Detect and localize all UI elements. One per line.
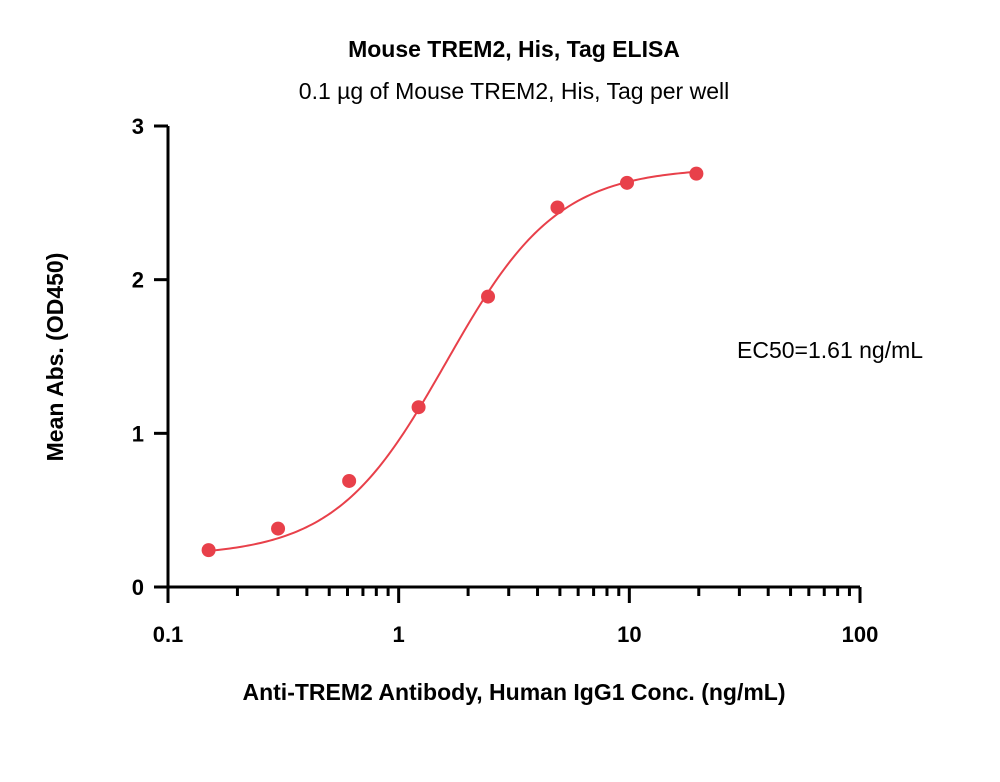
x-tick-label: 10 — [617, 622, 641, 647]
fit-curve — [208, 170, 697, 552]
y-tick-label: 1 — [132, 421, 144, 446]
data-point — [481, 289, 496, 304]
x-tick-label: 1 — [393, 622, 405, 647]
x-tick-label: 0.1 — [153, 622, 184, 647]
axes — [166, 126, 860, 589]
x-tick-label: 100 — [842, 622, 879, 647]
data-point — [620, 175, 635, 190]
tick-marks — [154, 124, 862, 603]
y-tick-label: 0 — [132, 575, 144, 600]
x-axis-label: Anti-TREM2 Antibody, Human IgG1 Conc. (n… — [242, 679, 785, 705]
data-point — [342, 473, 357, 488]
chart-subtitle: 0.1 µg of Mouse TREM2, His, Tag per well — [299, 78, 729, 104]
tick-labels: 0 1 2 3 0.1 1 10 100 — [132, 114, 879, 647]
data-point — [201, 543, 216, 558]
data-point — [411, 400, 426, 415]
y-axis-label: Mean Abs. (OD450) — [42, 253, 68, 462]
y-tick-label: 2 — [132, 268, 144, 293]
y-tick-label: 3 — [132, 114, 144, 139]
data-points — [201, 166, 704, 558]
ec50-annotation: EC50=1.61 ng/mL — [737, 337, 923, 363]
data-point — [271, 521, 286, 536]
data-point — [550, 200, 565, 215]
data-point — [689, 166, 704, 181]
chart-title: Mouse TREM2, His, Tag ELISA — [348, 36, 680, 62]
